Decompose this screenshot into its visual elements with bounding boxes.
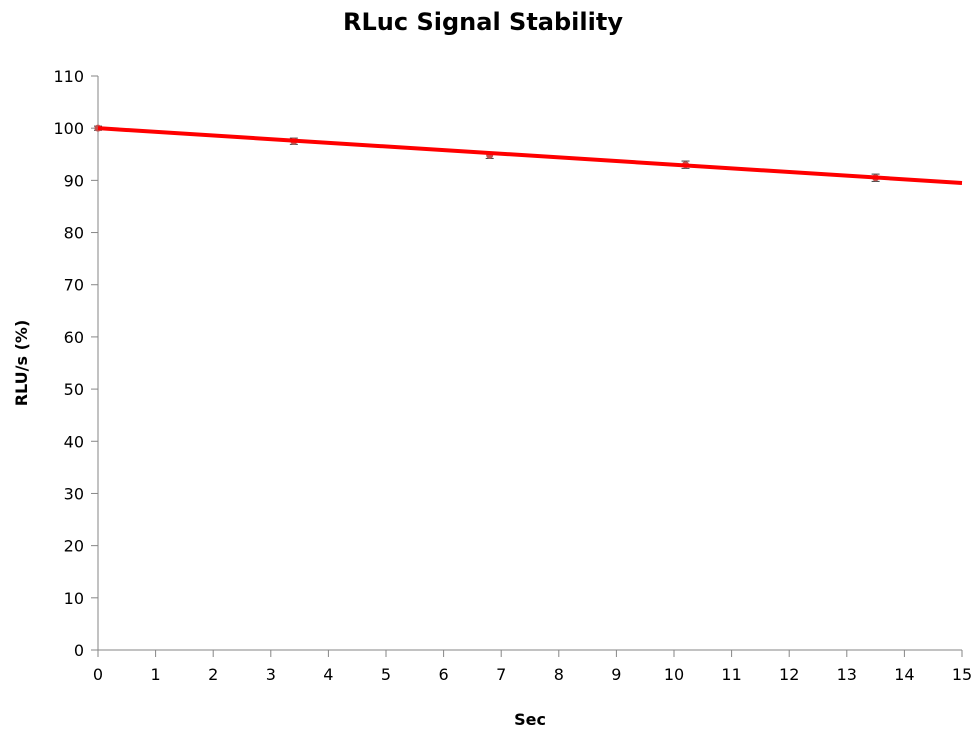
trendline [97, 126, 963, 185]
x-ticks: 0 1 2 3 4 5 6 7 8 9 10 11 12 13 14 15 [93, 650, 972, 684]
series-layer [94, 124, 963, 185]
x-tick-label: 0 [93, 665, 103, 684]
x-tick-label: 4 [323, 665, 333, 684]
y-tick-label: 30 [64, 484, 84, 503]
y-tick-label: 50 [64, 380, 84, 399]
x-tick-label: 9 [611, 665, 621, 684]
y-tick-label: 20 [64, 537, 84, 556]
x-tick-label: 11 [721, 665, 741, 684]
y-tick-label: 90 [64, 171, 84, 190]
x-axis-title: Sec [514, 710, 546, 729]
x-tick-label: 7 [496, 665, 506, 684]
y-tick-label: 60 [64, 328, 84, 347]
x-tick-label: 5 [381, 665, 391, 684]
y-tick-label: 80 [64, 224, 84, 243]
x-tick-label: 12 [779, 665, 799, 684]
x-tick-label: 2 [208, 665, 218, 684]
x-tick-label: 14 [894, 665, 914, 684]
y-axis-title: RLU/s (%) [12, 320, 31, 407]
chart-title: RLuc Signal Stability [343, 8, 623, 36]
y-tick-label: 110 [53, 67, 84, 86]
y-tick-label: 40 [64, 432, 84, 451]
axes [97, 76, 962, 651]
x-tick-label: 6 [439, 665, 449, 684]
x-tick-label: 3 [266, 665, 276, 684]
y-tick-label: 10 [64, 589, 84, 608]
x-tick-label: 8 [554, 665, 564, 684]
y-tick-label: 100 [53, 119, 84, 138]
x-tick-label: 10 [664, 665, 684, 684]
x-tick-label: 1 [151, 665, 161, 684]
x-tick-label: 15 [952, 665, 972, 684]
y-ticks: 0 10 20 30 40 50 60 70 80 90 100 110 [53, 67, 98, 660]
y-tick-label: 0 [74, 641, 84, 660]
y-tick-label: 70 [64, 276, 84, 295]
x-tick-label: 13 [837, 665, 857, 684]
